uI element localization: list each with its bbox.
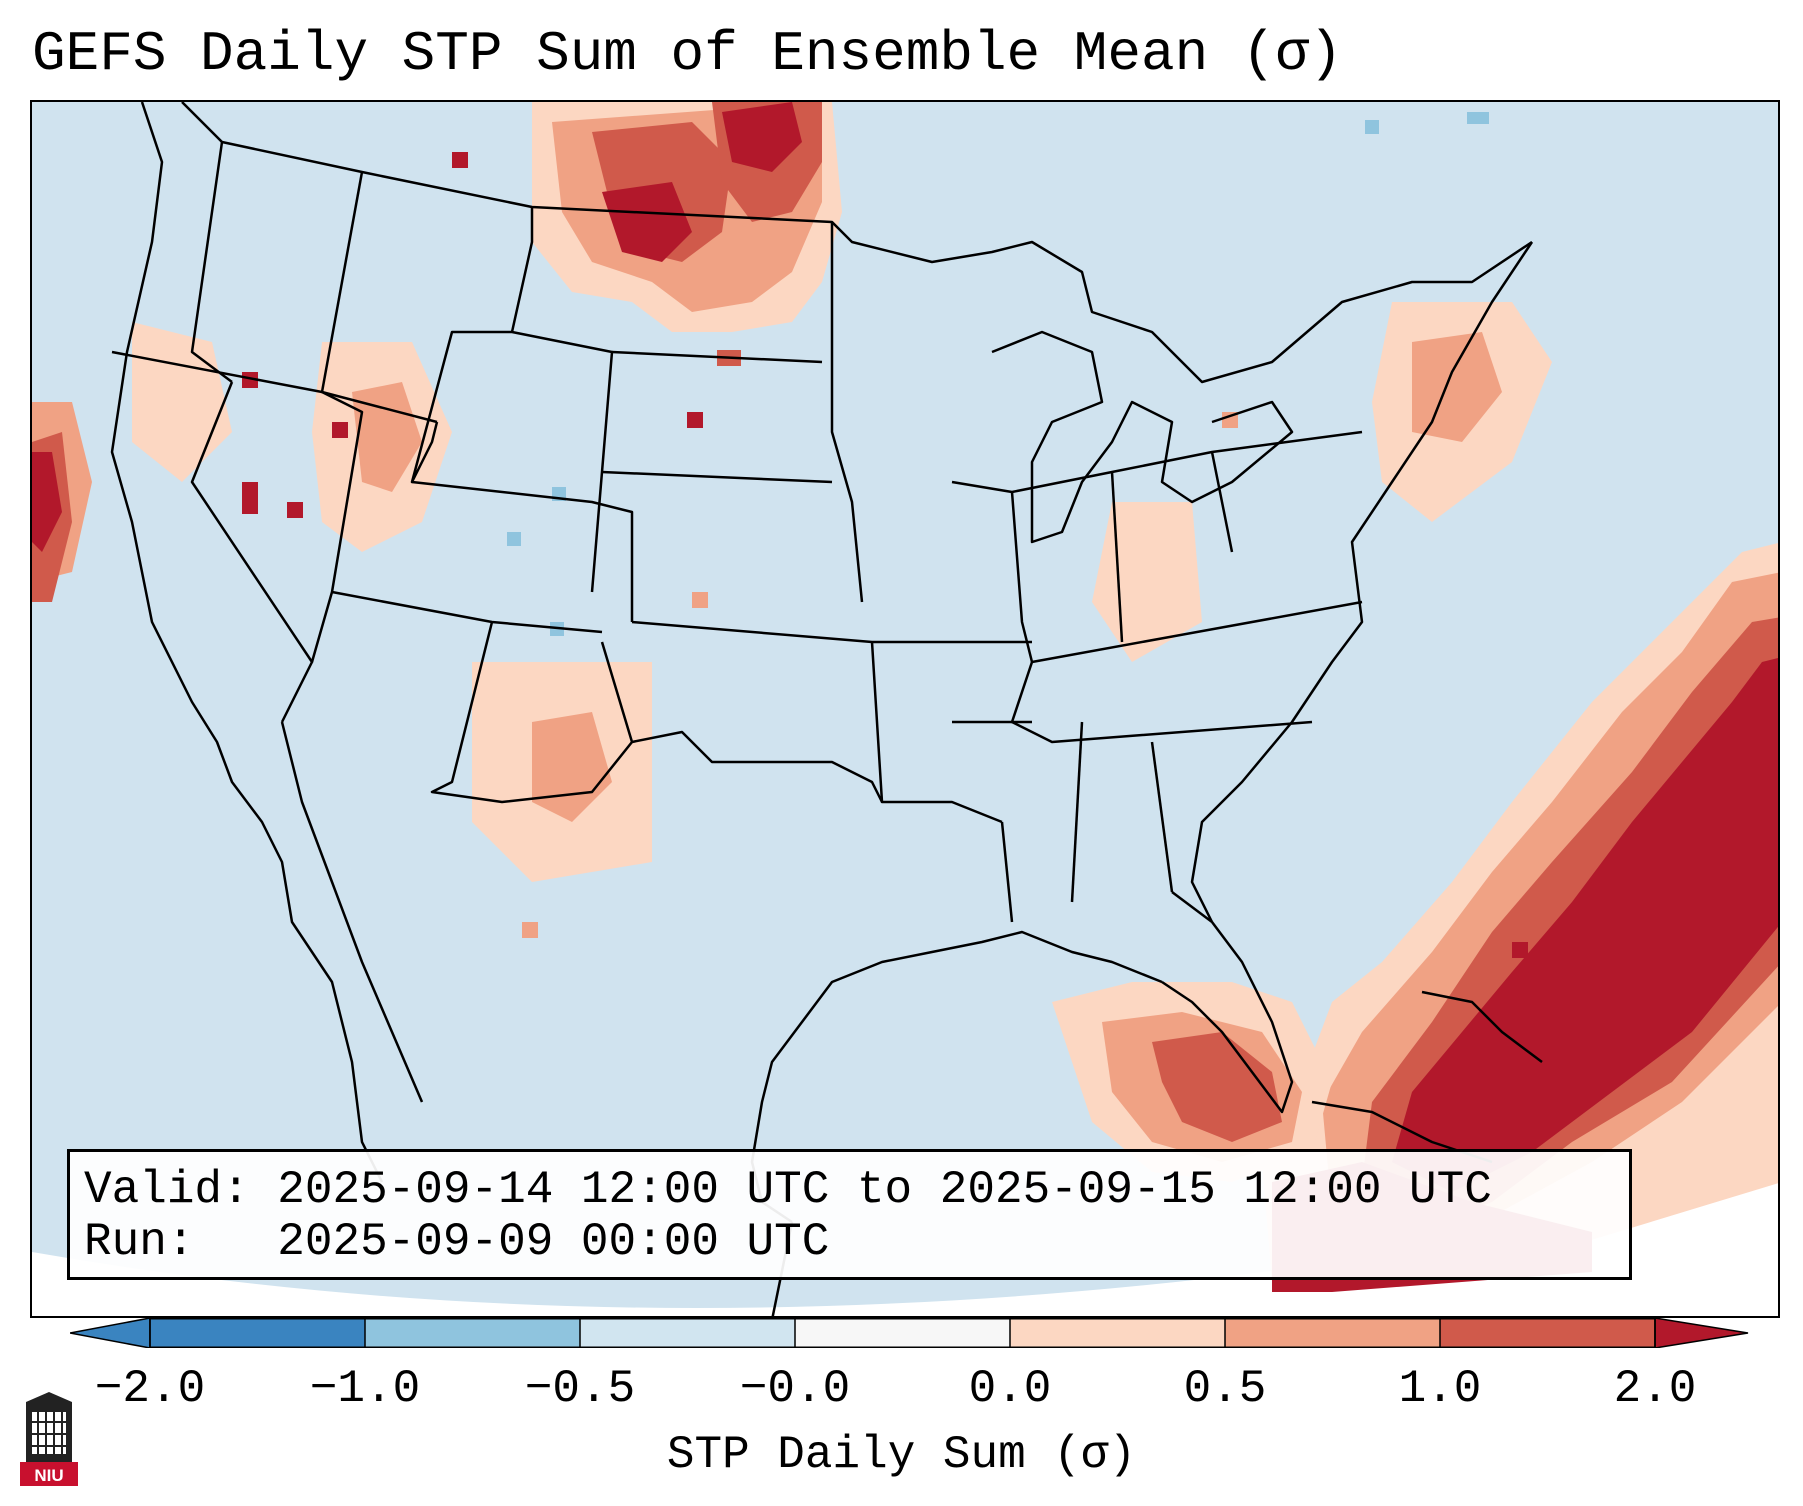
logo-text: NIU: [34, 1466, 63, 1485]
valid-run-infobox: Valid: 2025-09-14 12:00 UTC to 2025-09-1…: [67, 1149, 1632, 1280]
colorbar-extend-low: [70, 1318, 151, 1348]
colorbar-segment: [580, 1318, 795, 1348]
colorbar-tick-label: 0.5: [1183, 1363, 1267, 1415]
scattered-cells: [242, 112, 1548, 1038]
colorbar-label: STP Daily Sum (σ): [666, 1429, 1137, 1481]
state-border-26: [1171, 891, 1213, 923]
state-border-21: [1070, 721, 1084, 903]
state-border-6: [410, 330, 614, 593]
state-border-15: [631, 730, 884, 803]
colorbar-tick-label: 0.0: [968, 1363, 1052, 1415]
colorbar-tick-label: −0.0: [739, 1363, 851, 1415]
northeast-stp: [1092, 302, 1552, 662]
colorbar-extend-high: [1654, 1318, 1749, 1348]
state-border-23: [1000, 821, 1014, 923]
colorbar: [70, 1318, 1749, 1348]
valid-value: 2025-09-14 12:00 UTC to 2025-09-15 12:00…: [277, 1164, 1492, 1216]
state-border-11: [611, 350, 823, 364]
state-border-3: [320, 171, 364, 393]
northeast-coast: [1190, 241, 1534, 923]
run-label: Run:: [84, 1216, 195, 1268]
state-border-8: [411, 480, 634, 622]
state-border-16: [870, 641, 1003, 824]
colorbar-tick-label: −2.0: [94, 1363, 206, 1415]
run-value: 2025-09-09 00:00 UTC: [277, 1216, 830, 1268]
colorbar-segment: [1225, 1318, 1440, 1348]
state-border-5: [310, 390, 364, 663]
colorbar-segment: [150, 1318, 365, 1348]
state-border-13: [631, 620, 1032, 644]
geography-lines: [110, 102, 1543, 1316]
map-panel: [30, 100, 1780, 1318]
west-coast: [110, 102, 384, 1183]
valid-row: Valid: 2025-09-14 12:00 UTC to 2025-09-1…: [84, 1164, 1492, 1216]
colorbar-tick-label: 2.0: [1613, 1363, 1697, 1415]
state-border-22: [1150, 741, 1174, 893]
florida: [1161, 921, 1294, 1114]
state-border-18: [1010, 491, 1363, 664]
state-border-25: [1110, 471, 1124, 643]
northwest-stp: [32, 322, 452, 602]
colorbar-segments: [70, 1318, 1749, 1348]
state-border-19: [1010, 661, 1313, 744]
gulf-positive-stp: [1052, 982, 1332, 1182]
map-title: GEFS Daily STP Sum of Ensemble Mean (σ): [32, 22, 1343, 86]
great-lakes: [991, 330, 1294, 544]
colorbar-tick-label: −0.5: [524, 1363, 636, 1415]
colorbar-segment: [1010, 1318, 1225, 1348]
colorbar-segment: [365, 1318, 580, 1348]
colorbar-tick-label: 1.0: [1398, 1363, 1482, 1415]
colorbar-segment: [795, 1318, 1010, 1348]
valid-label: Valid:: [84, 1164, 250, 1216]
canada-border: [181, 102, 1533, 384]
state-border-10: [830, 222, 864, 603]
state-border-24: [1210, 451, 1234, 553]
colorbar-segment: [1440, 1318, 1655, 1348]
run-row: Run: 2025-09-09 00:00 UTC: [84, 1216, 829, 1268]
state-border-17: [951, 430, 1363, 494]
state-border-12: [601, 470, 833, 484]
state-border-4: [190, 381, 314, 723]
niu-logo: NIU: [20, 1392, 78, 1486]
northern-plains-stp: [532, 102, 842, 332]
state-border-9: [510, 207, 534, 333]
baja-peninsula: [280, 721, 424, 1103]
map-svg: [32, 102, 1778, 1316]
colorbar-tick-label: −1.0: [309, 1363, 421, 1415]
atlantic-high-stp: [1262, 543, 1778, 1292]
southwest-stp: [472, 662, 652, 882]
